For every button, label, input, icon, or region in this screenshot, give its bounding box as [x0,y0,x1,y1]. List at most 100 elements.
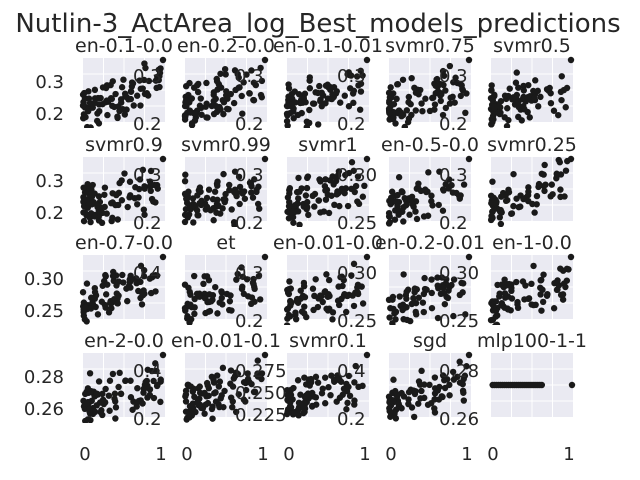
data-point [250,96,257,104]
data-point [547,90,554,97]
data-point [242,398,249,405]
overlapping-tick-label: 0.3 [133,165,162,186]
data-point [403,295,410,302]
data-point [293,295,301,303]
subplot: en-0.1-0.01 0.3 0.2 [273,35,383,135]
data-point [317,97,324,105]
subplot-title: svmr0.99 [181,134,271,156]
data-point [386,213,393,220]
data-point [182,387,190,395]
data-point [153,272,161,279]
data-point [457,192,464,199]
data-point [324,95,332,102]
data-point [291,99,299,106]
subplot: en-1-0.0 [487,232,575,325]
data-point [388,115,396,123]
data-point [488,82,495,89]
data-point [283,410,291,418]
data-point [396,293,403,300]
subplot-title: svmr0.1 [289,330,367,352]
data-point [186,205,194,212]
data-point [487,316,495,324]
data-point [138,301,146,308]
data-point [109,190,116,197]
data-point [82,113,89,121]
data-point [422,186,429,193]
data-point [230,99,238,107]
data-point [182,398,190,405]
data-point [102,98,109,106]
overlapping-tick-label: 0.2 [235,311,264,332]
data-point [239,110,246,117]
data-point [286,402,294,410]
data-point [413,215,421,223]
data-point [230,375,238,382]
data-point [410,413,418,421]
data-point [491,307,498,314]
data-point [236,200,243,208]
data-point [390,376,397,383]
data-point [459,387,467,394]
data-point [119,271,126,279]
data-point [213,209,220,216]
data-point [157,398,164,406]
subplot-title: en-0.1-0.0 [75,35,173,57]
data-point [287,386,295,394]
data-point [306,106,313,114]
data-point [137,294,144,302]
data-point [181,218,189,226]
data-point [300,282,308,290]
data-point [198,111,205,118]
data-point [446,62,454,70]
data-point [115,383,122,391]
data-point [290,219,297,226]
data-point [197,95,204,102]
data-point [525,295,533,302]
data-point [419,107,426,115]
data-point [351,379,358,386]
data-point [401,126,407,128]
data-point [121,111,129,118]
data-point [437,80,444,88]
data-point [124,203,131,211]
data-point [392,198,400,205]
data-point [182,171,189,178]
data-point [462,311,469,318]
points [284,155,371,227]
data-point [226,298,234,305]
data-point [141,185,148,192]
data-point [206,291,213,298]
data-point [261,351,269,359]
data-point [240,290,248,298]
data-point [126,194,133,201]
data-point [127,284,134,291]
data-point [463,363,470,370]
subplot-title: en-0.2-0.01 [375,232,485,254]
data-point [345,69,352,76]
overlapping-tick-label: 0.275 [235,361,287,382]
data-point [355,82,362,89]
data-point [322,196,330,203]
data-point [329,316,336,323]
data-point [294,377,302,384]
data-point [540,171,547,178]
data-point [555,156,562,164]
data-point [491,298,498,305]
data-point [99,396,107,403]
data-point [152,288,159,295]
data-point [333,191,340,198]
data-point [488,115,495,123]
data-point [155,66,162,73]
data-point [426,107,434,115]
data-point [115,201,122,209]
overlapping-tick-label: 0.2 [235,114,264,135]
data-point [147,167,155,175]
data-point [313,401,320,408]
data-point [325,276,333,284]
data-point [213,200,221,208]
data-point [137,102,144,109]
data-point [145,77,153,85]
data-point [128,79,136,86]
data-point [140,389,147,396]
